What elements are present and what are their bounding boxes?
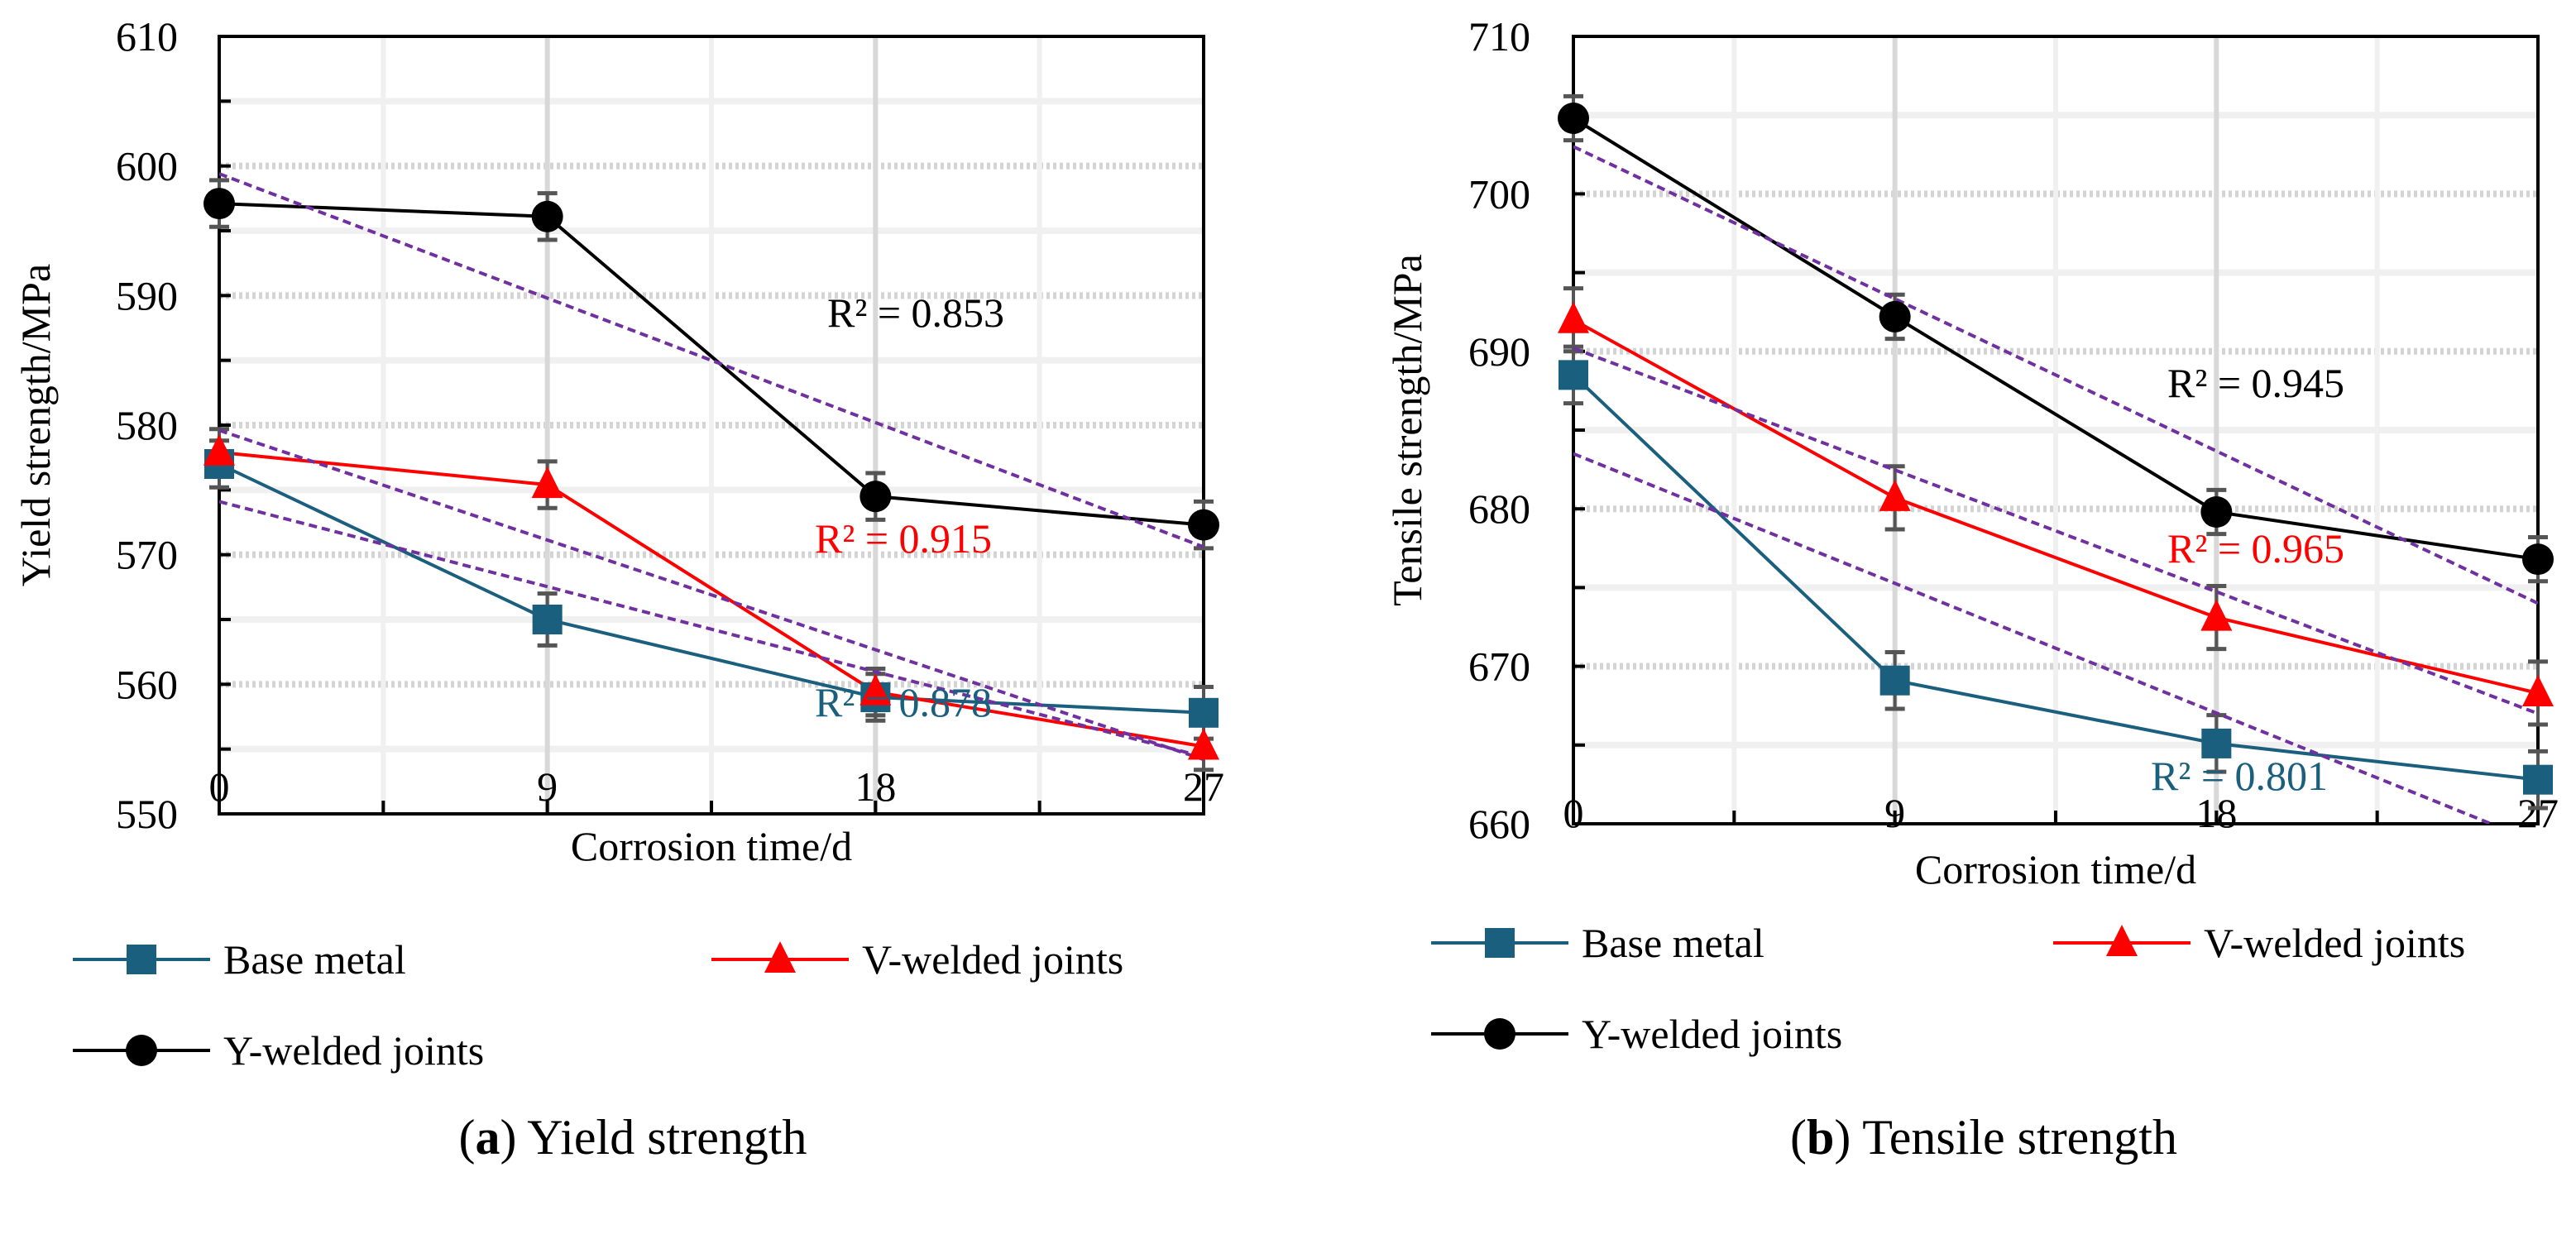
data-point-y: [1558, 103, 1589, 135]
y-tick-label: 550: [116, 791, 178, 837]
legend-item-base: Base metal: [1431, 920, 1764, 966]
r2-label-base: R² = 0.878: [815, 679, 992, 725]
trendline-y: [219, 172, 1204, 549]
legend-item-v: V-welded joints: [711, 936, 1123, 983]
legend-label: Base metal: [1582, 920, 1764, 966]
y-tick-label: 690: [1468, 328, 1530, 375]
data-point-y: [203, 188, 235, 220]
trendline-v: [219, 428, 1204, 762]
data-point-v: [1188, 728, 1219, 760]
r2-label-y: R² = 0.945: [2167, 360, 2344, 406]
x-axis-title: Corrosion time/d: [1915, 846, 2196, 892]
legend-marker-v: [764, 941, 796, 973]
data-point-v: [203, 433, 235, 466]
x-tick-label: 9: [1884, 790, 1905, 836]
x-tick-label: 9: [537, 763, 558, 810]
y-tick-label: 670: [1468, 643, 1530, 690]
series-line: [1572, 117, 2539, 562]
caption-paren-open: (: [458, 1110, 475, 1165]
data-point-y: [531, 200, 563, 232]
caption-letter: b: [1807, 1110, 1834, 1165]
y-tick-label: 680: [1468, 486, 1530, 532]
legend-marker-y: [1484, 1018, 1515, 1050]
y-axis-title: Yield strength/MPa: [12, 264, 59, 586]
legend-item-base: Base metal: [73, 936, 406, 983]
data-point-v: [2200, 599, 2233, 631]
data-point-base: [1559, 360, 1588, 390]
x-tick-label: 0: [1563, 790, 1584, 836]
legend-label: V-welded joints: [2204, 920, 2465, 966]
r2-label-v: R² = 0.965: [2167, 525, 2344, 572]
plot-frame: [1572, 35, 2540, 825]
panel-caption: (a) Yield strength: [458, 1110, 807, 1165]
data-point-y: [1188, 509, 1219, 541]
y-tick-label: 610: [116, 13, 178, 60]
x-tick-label: 18: [2195, 790, 2237, 836]
legend-marker-base: [127, 945, 156, 974]
data-point-v: [2522, 674, 2554, 706]
y-tick-label: 580: [116, 402, 178, 448]
data-point-v: [531, 466, 563, 499]
trendline-y: [1573, 145, 2538, 605]
data-point-base: [1189, 697, 1219, 728]
data-point-y: [2522, 543, 2554, 576]
x-tick-label: 18: [855, 763, 896, 810]
plot-frame: [218, 35, 1205, 816]
y-tick-label: 570: [116, 532, 178, 578]
y-tick-label: 710: [1468, 13, 1530, 60]
legend-item-y: Y-welded joints: [73, 1027, 484, 1074]
y-tick-label: 600: [116, 143, 178, 189]
caption-text: Tensile strength: [1851, 1110, 2177, 1165]
legend-marker-base: [1485, 928, 1515, 958]
y-axis-title: Tensile strength/MPa: [1384, 254, 1430, 606]
x-axis-title: Corrosion time/d: [571, 823, 852, 869]
legend-label: Base metal: [223, 936, 406, 983]
data-point-y: [859, 481, 892, 513]
y-tick-label: 700: [1468, 170, 1530, 217]
caption-paren-close: ): [1834, 1110, 1851, 1165]
caption-text: Yield strength: [516, 1110, 807, 1165]
y-tick-label: 590: [116, 272, 178, 318]
y-tick-label: 560: [116, 661, 178, 707]
series-line: [1572, 373, 2539, 782]
legend-label: V-welded joints: [862, 936, 1123, 983]
data-point-v: [1879, 479, 1911, 511]
data-point-base: [2523, 764, 2553, 795]
legend-marker-v: [2106, 925, 2138, 956]
r2-label-y: R² = 0.853: [827, 289, 1004, 336]
trendline-base: [1573, 452, 2496, 824]
data-point-y: [2200, 496, 2233, 529]
panel-caption: (b) Tensile strength: [1790, 1110, 2177, 1165]
x-tick-label: 0: [209, 763, 230, 810]
data-point-base: [532, 605, 563, 634]
series-line: [218, 202, 1204, 527]
data-point-base: [1879, 665, 1910, 696]
series-line: [218, 450, 1204, 749]
series-base: [1563, 344, 2548, 811]
legend-marker-y: [126, 1035, 157, 1066]
data-point-y: [1879, 300, 1911, 332]
series-line: [1573, 318, 2539, 695]
y-tick-label: 660: [1468, 801, 1530, 847]
data-point-base: [2201, 728, 2232, 758]
r2-label-v: R² = 0.915: [815, 515, 992, 562]
caption-paren-open: (: [1790, 1110, 1807, 1165]
legend-label: Y-welded joints: [223, 1027, 484, 1074]
trendline-base: [219, 500, 1204, 759]
r2-label-base: R² = 0.801: [2151, 753, 2328, 799]
data-point-v: [1558, 301, 1589, 333]
legend-item-y: Y-welded joints: [1431, 1011, 1842, 1057]
data-point-v: [859, 673, 892, 706]
caption-letter: a: [475, 1110, 500, 1165]
legend-item-v: V-welded joints: [2053, 920, 2465, 966]
legend-label: Y-welded joints: [1582, 1011, 1842, 1057]
caption-paren-close: ): [500, 1110, 516, 1165]
